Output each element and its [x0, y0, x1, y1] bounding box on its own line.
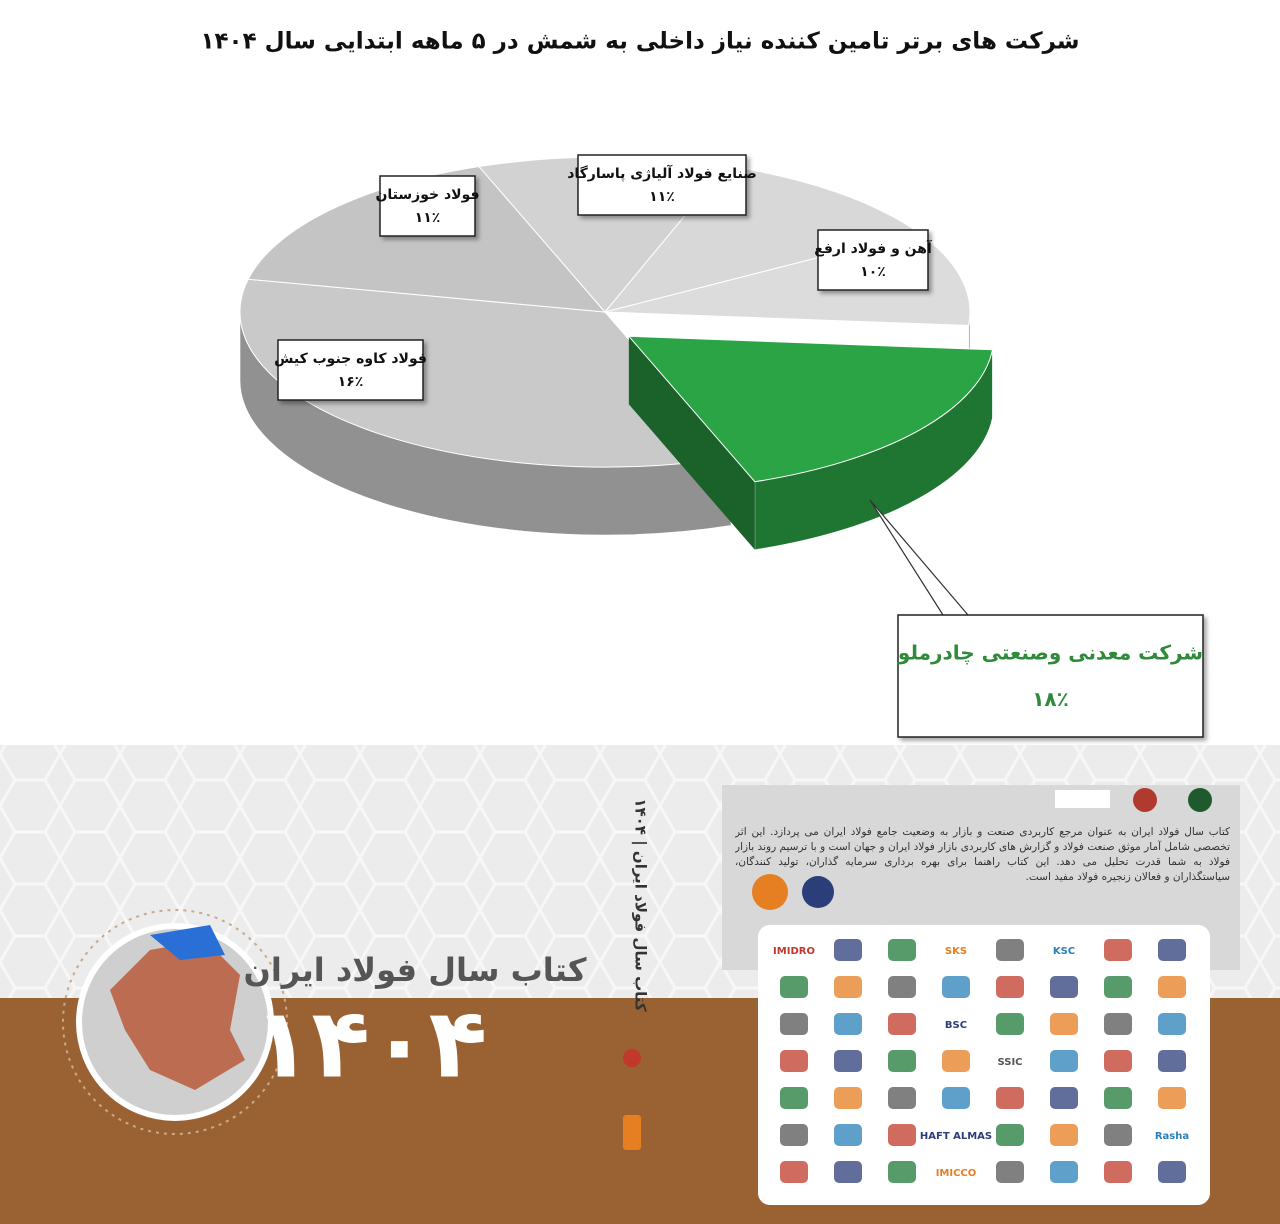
- chart-title: شرکت های برتر تامین کننده نیاز داخلی به …: [200, 29, 1079, 55]
- callout-box: [277, 339, 424, 401]
- logo: [834, 976, 862, 998]
- back-logo: [1133, 788, 1157, 812]
- logo: [996, 1013, 1024, 1035]
- logo: [888, 976, 916, 998]
- back-text: کتاب سال فولاد ایران به عنوان مرجع کاربر…: [735, 826, 1230, 883]
- logo: [888, 1124, 916, 1146]
- cover-ring: [62, 909, 288, 1135]
- book-year: ۱۴۰۴: [253, 987, 487, 1099]
- logo: [834, 1013, 862, 1035]
- spine-logo: [623, 1115, 641, 1150]
- logo: [1158, 939, 1186, 961]
- logo: [834, 939, 862, 961]
- logo: [1050, 976, 1078, 998]
- logo: [942, 1050, 970, 1072]
- pie-slice: [247, 165, 607, 313]
- slice-label: آهن و فولاد ارفع: [814, 239, 933, 257]
- logo: [942, 1087, 970, 1109]
- callout-box: [379, 175, 476, 237]
- logo: [1104, 976, 1132, 998]
- callout-box: [817, 229, 929, 291]
- logo: [780, 1087, 808, 1109]
- logo: [996, 939, 1024, 961]
- logo: [1158, 1087, 1186, 1109]
- logo: [888, 1087, 916, 1109]
- logo: [1050, 1124, 1078, 1146]
- logo: [888, 1161, 916, 1183]
- logo: [996, 1161, 1024, 1183]
- logo-grid: IMIDRO SKS KSC BSC SSIC HAFT ALMAS Rasha IMICCO: [773, 939, 1189, 1183]
- slice-label: شرکت معدنی وصنعتی چادرملو: [897, 641, 1203, 666]
- back-logo: [752, 874, 788, 910]
- slice-label: صنایع فولاد آلیاژی پاسارگاد: [567, 164, 757, 182]
- logo: [1104, 939, 1132, 961]
- logo-panel: [758, 925, 1210, 1205]
- back-logo: [802, 876, 834, 908]
- logo: [1104, 1124, 1132, 1146]
- logo: [1104, 1087, 1132, 1109]
- slice-cut: [628, 336, 755, 550]
- logo: [1050, 1087, 1078, 1109]
- logo: [1050, 1161, 1078, 1183]
- callout-box: [577, 154, 747, 216]
- callout-pointer: [869, 499, 969, 616]
- pie-slice: [239, 278, 733, 468]
- back-logo: [1055, 790, 1110, 808]
- back-logo: [1188, 788, 1212, 812]
- cover-map-highlight: [150, 925, 225, 960]
- logo-text: KSC: [1053, 946, 1075, 957]
- logo: [996, 1124, 1024, 1146]
- logo-text: BSC: [945, 1020, 967, 1031]
- logo: [1158, 1050, 1186, 1072]
- book-spine: کتاب سال فولاد ایران | ۱۴۰۴: [631, 798, 650, 1012]
- logo: [1158, 976, 1186, 998]
- logo: [996, 1087, 1024, 1109]
- logo: [834, 1161, 862, 1183]
- logo: [780, 1050, 808, 1072]
- logo: [1158, 1161, 1186, 1183]
- logo-text: IMIDRO: [773, 946, 815, 957]
- pie-slice: [627, 335, 994, 483]
- logo: [888, 1013, 916, 1035]
- logo-text: SSIC: [997, 1057, 1022, 1068]
- slice-value: ۱۱٪: [649, 189, 675, 205]
- logo-text: Rasha: [1155, 1131, 1189, 1142]
- spine-logo: [623, 1049, 641, 1067]
- logo: [1050, 1013, 1078, 1035]
- callout-box: [897, 614, 1204, 738]
- logo: [780, 1161, 808, 1183]
- logo-text: IMICCO: [936, 1168, 977, 1179]
- back-text-box: کتاب سال فولاد ایران به عنوان مرجع کاربر…: [735, 826, 1230, 883]
- callouts: شرکت معدنی وصنعتی چادرملو ۱۸٪ فولاد کاوه ج…: [274, 154, 1204, 738]
- logo: [834, 1050, 862, 1072]
- cover-map: [110, 940, 245, 1090]
- logo: [1104, 1161, 1132, 1183]
- logo: [888, 1050, 916, 1072]
- book-title: کتاب سال فولاد ایران: [244, 951, 587, 989]
- logo: [834, 1087, 862, 1109]
- slice-label: فولاد خوزستان: [375, 187, 479, 203]
- logo: [942, 976, 970, 998]
- logo: [1104, 1050, 1132, 1072]
- slice-value: ۱۸٪: [1032, 687, 1069, 711]
- logo: [1104, 1013, 1132, 1035]
- logo: [780, 1013, 808, 1035]
- slice-label: فولاد کاوه جنوب کیش: [274, 351, 427, 367]
- logo-text: HAFT ALMAS: [920, 1131, 992, 1142]
- logo: [888, 939, 916, 961]
- logo: [1050, 1050, 1078, 1072]
- slice-value: ۱۱٪: [415, 210, 441, 226]
- logo: [780, 1124, 808, 1146]
- logo-text: SKS: [945, 946, 967, 957]
- slice-value: ۱۰٪: [860, 264, 886, 280]
- logo: [834, 1124, 862, 1146]
- logo: [996, 976, 1024, 998]
- slice-value: ۱۶٪: [338, 374, 364, 390]
- logo: [1158, 1013, 1186, 1035]
- logo: [780, 976, 808, 998]
